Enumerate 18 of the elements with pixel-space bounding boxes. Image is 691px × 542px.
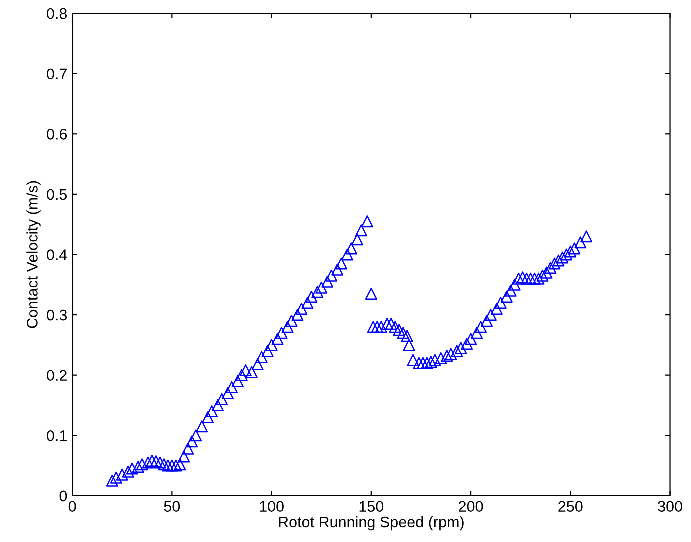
x-axis-title: Rotot Running Speed (rpm) <box>279 516 464 531</box>
y-tick-label: 0.6 <box>47 129 68 140</box>
x-tick-label: 300 <box>658 501 682 512</box>
y-tick-label: 0.1 <box>47 430 67 442</box>
y-tick-label: 0.7 <box>47 68 67 80</box>
y-tick-label: 0.3 <box>47 310 68 321</box>
y-tick-label: 0.4 <box>47 250 68 260</box>
y-axis-title: Contact Velocity (m/s) <box>26 181 41 328</box>
x-tick-label: 0 <box>68 501 76 512</box>
x-tick-label: 50 <box>164 501 180 512</box>
x-tick-label: 250 <box>558 501 583 512</box>
x-tick-label: 200 <box>459 501 484 512</box>
y-tick-label: 0.8 <box>47 8 68 20</box>
y-tick-label: 0.2 <box>47 370 67 382</box>
y-tick-label: 0 <box>60 490 68 502</box>
y-tick-label: 0.5 <box>47 189 68 200</box>
x-tick-label: 100 <box>260 501 284 512</box>
x-tick-label: 150 <box>360 501 384 512</box>
